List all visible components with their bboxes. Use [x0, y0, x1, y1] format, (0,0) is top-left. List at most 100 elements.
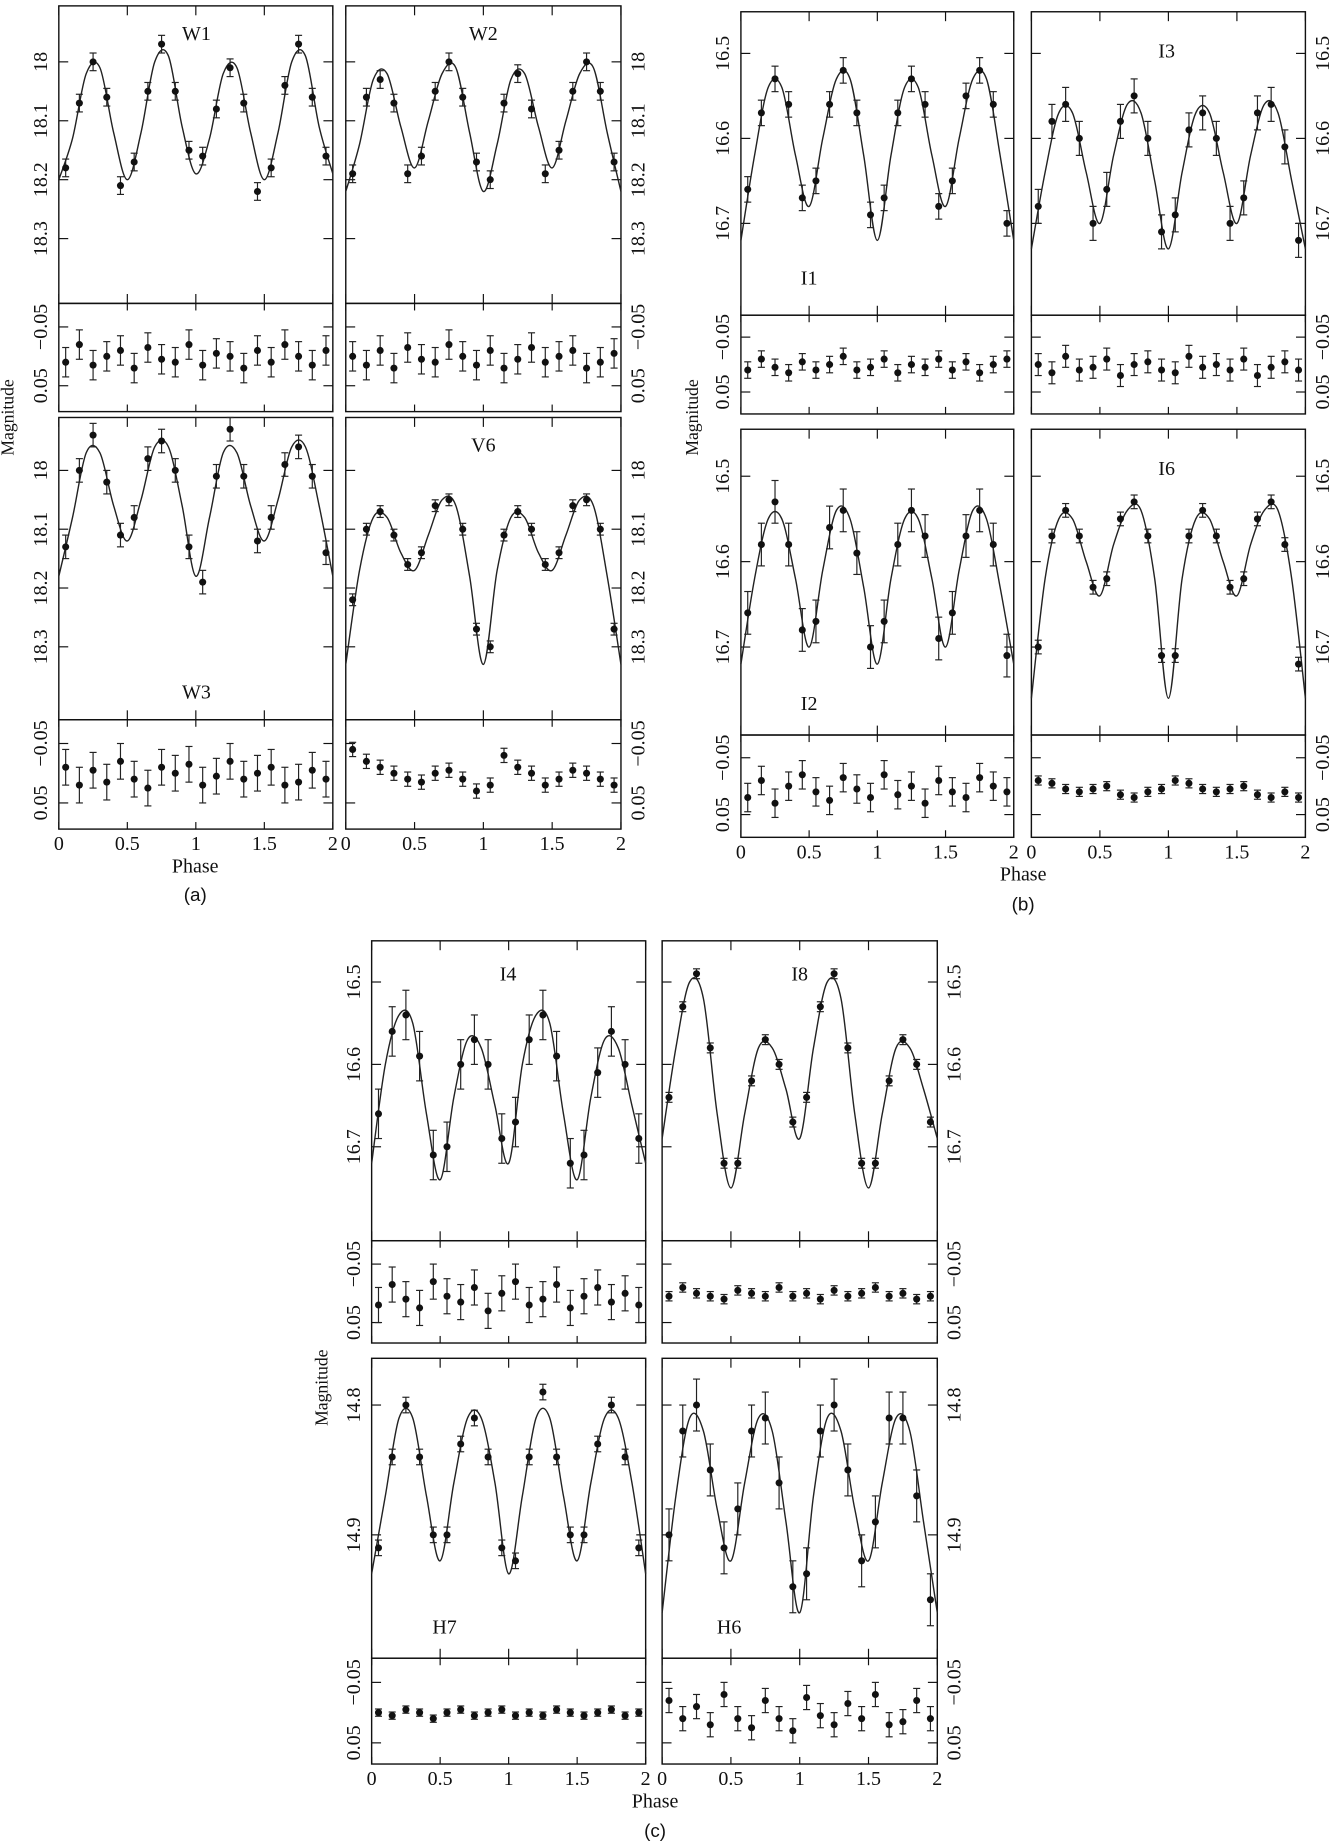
data-point — [798, 194, 806, 202]
residual-point — [1116, 791, 1124, 799]
residual-point — [789, 1727, 797, 1735]
data-point — [665, 1531, 673, 1539]
residual-point — [281, 341, 289, 349]
data-point — [253, 537, 262, 545]
residual-point — [539, 1712, 547, 1720]
data-point — [130, 513, 138, 521]
residual-point — [555, 352, 563, 360]
data-point — [866, 643, 875, 651]
data-point — [416, 1453, 424, 1461]
residual-point — [596, 775, 604, 783]
residual-point — [500, 364, 508, 372]
y-tick-label: 16.6 — [1312, 544, 1334, 579]
residual-point — [322, 775, 330, 783]
residual-point — [785, 369, 793, 377]
data-point — [1062, 100, 1070, 108]
data-point — [116, 531, 125, 539]
residual-point — [388, 1712, 396, 1720]
data-point — [830, 970, 838, 978]
residual-point — [525, 1301, 533, 1309]
data-point — [498, 1135, 506, 1143]
data-point — [580, 1531, 588, 1539]
residual-point — [486, 346, 494, 354]
y-tick-label: 16.7 — [343, 1129, 365, 1164]
x-tick-label: 1 — [1163, 841, 1173, 863]
data-point — [539, 1011, 547, 1019]
data-point — [185, 543, 193, 551]
residual-point — [185, 341, 193, 349]
data-point — [610, 625, 618, 633]
data-point — [388, 1027, 396, 1035]
y-tick-label: 18 — [30, 460, 52, 480]
data-point — [853, 549, 861, 557]
residual-point — [539, 1295, 547, 1303]
residual-point — [844, 1700, 852, 1708]
residual-point — [720, 1295, 728, 1303]
data-point — [472, 625, 481, 633]
y-tick-label: 16.6 — [712, 121, 734, 156]
data-point — [376, 75, 384, 84]
data-point — [1130, 498, 1138, 506]
data-point — [75, 99, 83, 107]
residual-point — [1240, 355, 1248, 363]
residual-point — [830, 1286, 838, 1294]
residual-point — [431, 769, 439, 777]
data-point — [839, 66, 847, 74]
residual-point — [253, 346, 262, 354]
data-point — [511, 1557, 520, 1565]
plot-frame — [345, 5, 622, 305]
y-tick-label: −0.05 — [343, 1659, 365, 1705]
data-point — [527, 525, 536, 533]
plot-frame — [370, 1357, 647, 1659]
model-curve — [370, 1009, 647, 1181]
data-point — [459, 525, 467, 533]
data-point — [404, 560, 412, 569]
residual-point — [775, 1283, 783, 1292]
data-point — [484, 1060, 492, 1068]
y-tick-label: 0.05 — [1312, 797, 1334, 832]
data-point — [744, 185, 752, 193]
y-axis-label: Magnitude — [0, 379, 17, 456]
data-point — [771, 75, 779, 83]
y-tick-label: −0.05 — [30, 304, 52, 350]
data-point — [525, 1453, 533, 1461]
x-tick-label: 1.5 — [252, 833, 277, 855]
panel-title: W3 — [182, 681, 211, 703]
residual-point — [569, 346, 577, 354]
x-tick-label: 0.5 — [797, 841, 822, 863]
residual-point — [679, 1715, 687, 1723]
figure-caption: (c) — [644, 1820, 666, 1841]
y-tick-label: 14.8 — [944, 1388, 966, 1423]
data-point — [457, 1440, 465, 1448]
data-point — [566, 1159, 574, 1167]
residual-point — [267, 763, 275, 771]
data-point — [789, 1118, 797, 1126]
data-point — [459, 93, 467, 101]
data-point — [1295, 660, 1303, 668]
residual-point — [525, 1709, 533, 1717]
residual-point — [803, 1289, 811, 1297]
residual-point — [1267, 794, 1275, 802]
y-tick-label: 16.5 — [1312, 36, 1334, 71]
residual-point — [1144, 788, 1152, 796]
residual-point — [498, 1289, 506, 1297]
data-point — [75, 466, 83, 474]
data-point — [171, 466, 179, 474]
data-point — [539, 1388, 547, 1396]
residual-point — [1048, 779, 1056, 787]
residual-point — [1295, 366, 1303, 374]
data-point — [921, 100, 929, 108]
residual-point — [553, 1281, 561, 1289]
residual-point — [130, 775, 138, 783]
data-point — [789, 1583, 797, 1591]
data-point — [404, 170, 412, 178]
panel-title: I6 — [1158, 458, 1175, 480]
y-tick-label: 18.3 — [30, 221, 52, 256]
y-tick-label: 16.5 — [712, 459, 734, 494]
residual-point — [894, 369, 902, 377]
data-point — [594, 1440, 602, 1448]
residual-point — [720, 1690, 728, 1699]
data-point — [569, 502, 577, 510]
y-tick-label: −0.05 — [944, 1659, 966, 1705]
plot-frame — [740, 11, 1015, 316]
